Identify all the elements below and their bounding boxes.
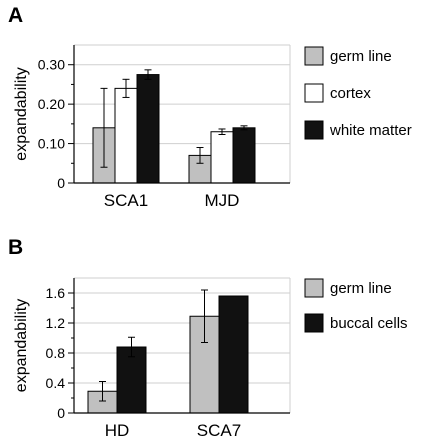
x-tick-label: SCA1 <box>104 191 148 210</box>
y-tick-label: 1.2 <box>46 315 66 331</box>
error-bar <box>218 128 226 136</box>
y-axis-label: expandability <box>13 299 30 392</box>
legend-swatch <box>304 278 324 298</box>
error-bar <box>128 336 135 358</box>
y-tick-label: 0.30 <box>38 57 65 73</box>
bar-sca7-buccal-cells <box>218 295 249 414</box>
x-tick-label: SCA7 <box>197 421 241 440</box>
legend-label: white matter <box>329 122 412 139</box>
y-tick-label: 0 <box>57 405 65 421</box>
y-tick-label: 0.10 <box>38 136 65 152</box>
error-bar <box>240 125 248 131</box>
y-tick-label: 0.4 <box>46 375 66 391</box>
legend-swatch <box>304 83 324 103</box>
legend-swatch <box>304 313 324 333</box>
y-tick-label: 0.8 <box>46 345 66 361</box>
x-tick-label: MJD <box>205 191 240 210</box>
error-bar <box>99 381 106 402</box>
error-bar <box>144 69 152 80</box>
legend-swatch <box>304 120 324 140</box>
error-bar <box>100 87 108 168</box>
legend-label: germ line <box>330 48 392 65</box>
panel-label: A <box>8 4 23 27</box>
bar-sca1-white-matter <box>136 74 160 184</box>
legend-label: cortex <box>330 85 371 102</box>
plot-area <box>74 278 290 413</box>
panel-label: B <box>8 236 23 259</box>
bar-sca1-cortex <box>114 87 138 184</box>
y-tick-label: 1.6 <box>46 285 66 301</box>
y-tick-label: 0.20 <box>38 96 65 112</box>
error-bar <box>122 78 130 98</box>
error-bar <box>196 147 204 164</box>
x-tick-label: HD <box>105 421 130 440</box>
y-tick-label: 0 <box>57 175 65 191</box>
error-bar <box>201 289 208 343</box>
legend-swatch <box>304 46 324 66</box>
y-axis-label: expandability <box>13 67 30 160</box>
legend-label: buccal cells <box>330 315 408 332</box>
bar-mjd-white-matter <box>232 127 256 184</box>
legend-label: germ line <box>330 280 392 297</box>
bar-mjd-cortex <box>210 131 234 184</box>
